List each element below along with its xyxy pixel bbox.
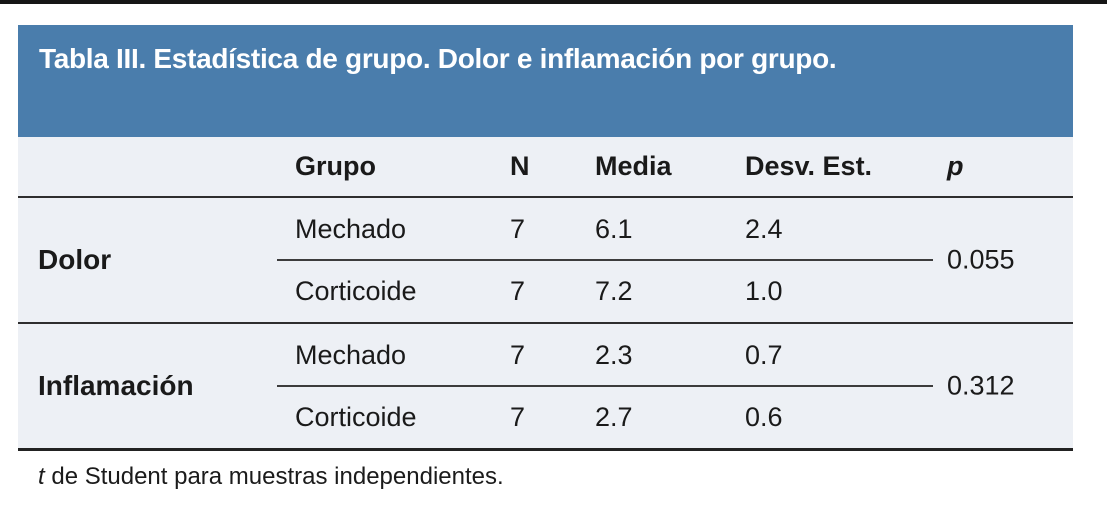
cell-n: 7	[510, 339, 526, 370]
cell-n: 7	[510, 213, 526, 244]
cell-media: 6.1	[595, 213, 633, 244]
table-body: Grupo N Media Desv. Est. p Dolor Mechado…	[18, 137, 1073, 451]
table-title: Tabla III. Estadística de grupo. Dolor e…	[39, 43, 837, 74]
section-inflamacion: Inflamación Mechado 7 2.3 0.7 Corticoide…	[18, 324, 1073, 451]
cell-desv-est: 0.6	[745, 401, 783, 432]
table-row: Mechado 7 6.1 2.4	[18, 198, 1073, 260]
cell-media: 2.7	[595, 401, 633, 432]
footnote-t-symbol: t	[38, 463, 45, 490]
table-row: Corticoide 7 2.7 0.6	[18, 386, 1073, 448]
row-divider	[277, 259, 933, 261]
cell-desv-est: 0.7	[745, 339, 783, 370]
table-row: Corticoide 7 7.2 1.0	[18, 260, 1073, 322]
header-cell-p: p	[947, 151, 964, 181]
top-accent-bar	[0, 0, 1107, 4]
row-label-inflamacion: Inflamación	[38, 370, 194, 401]
table-title-bar: Tabla III. Estadística de grupo. Dolor e…	[18, 25, 1073, 137]
cell-media: 7.2	[595, 275, 633, 306]
cell-n: 7	[510, 275, 526, 306]
footnote-text: de Student para muestras independientes.	[44, 463, 504, 490]
cell-grupo: Mechado	[295, 213, 407, 244]
header-cell-media: Media	[595, 151, 672, 181]
cell-grupo: Corticoide	[295, 401, 417, 432]
table-header-row: Grupo N Media Desv. Est. p	[18, 137, 1073, 198]
cell-grupo: Mechado	[295, 339, 407, 370]
row-divider	[277, 385, 933, 387]
cell-n: 7	[510, 401, 526, 432]
cell-desv-est: 1.0	[745, 275, 783, 306]
cell-desv-est: 2.4	[745, 213, 783, 244]
statistics-table-card: Tabla III. Estadística de grupo. Dolor e…	[18, 25, 1073, 451]
p-value-inflamacion: 0.312	[947, 370, 1015, 401]
cell-grupo: Corticoide	[295, 275, 417, 306]
header-cell-n: N	[510, 151, 530, 181]
section-dolor: Dolor Mechado 7 6.1 2.4 Corticoide 7 7.2…	[18, 198, 1073, 324]
p-value-dolor: 0.055	[947, 244, 1015, 275]
cell-media: 2.3	[595, 339, 633, 370]
header-cell-desv-est: Desv. Est.	[745, 151, 873, 181]
header-cell-grupo: Grupo	[295, 151, 376, 181]
table-row: Mechado 7 2.3 0.7	[18, 324, 1073, 386]
table-footnote: t de Student para muestras independiente…	[38, 463, 504, 491]
row-label-dolor: Dolor	[38, 244, 112, 275]
